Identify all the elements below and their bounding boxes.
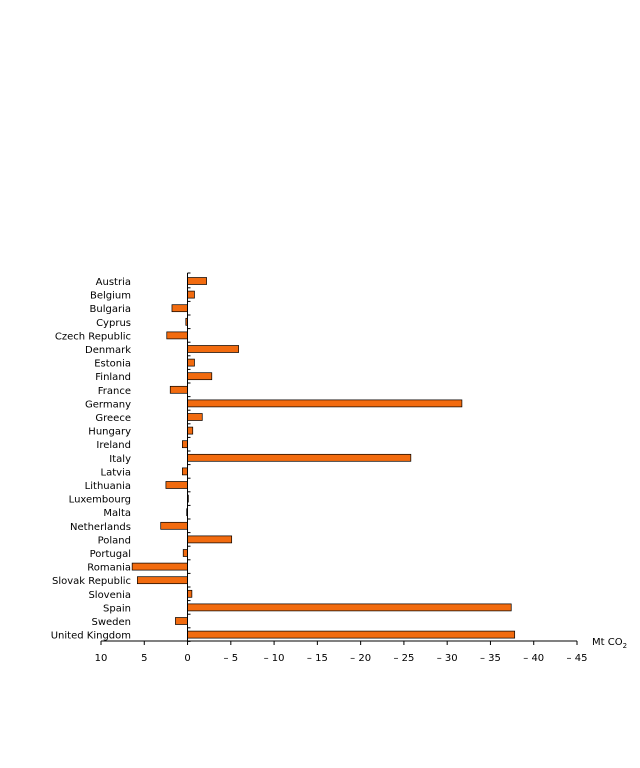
category-label-luxembourg: Luxembourg — [69, 495, 131, 506]
category-labels-group: Austria Belgium Bulgaria Cyprus Czech Republ… — [51, 277, 131, 642]
category-label-denmark: Denmark — [85, 345, 131, 356]
bar-spain — [187, 603, 512, 612]
category-label-malta: Malta — [103, 508, 131, 519]
x-tick-label: – 30 — [437, 653, 458, 664]
category-label-slovenia: Slovenia — [88, 590, 131, 601]
bar-latvia — [182, 467, 188, 476]
x-tick-label: – 15 — [307, 653, 328, 664]
bar-finland — [187, 372, 213, 381]
x-tick-label: – 10 — [264, 653, 285, 664]
x-tick-label: 5 — [141, 653, 147, 664]
category-label-hungary: Hungary — [88, 427, 131, 438]
bar-romania — [131, 562, 188, 571]
category-label-romania: Romania — [87, 563, 131, 574]
category-label-latvia: Latvia — [101, 467, 131, 478]
x-tick-label: – 5 — [224, 653, 239, 664]
category-label-sweden: Sweden — [91, 617, 131, 628]
category-label-belgium: Belgium — [90, 291, 131, 302]
x-axis-unit-main: Mt CO — [592, 637, 623, 648]
category-label-finland: Finland — [95, 372, 131, 383]
ticks-group: 10 5 0 – 5 – 10 – 15 – 20 – 25 – 30 – 35 – 40 – 45 — [95, 272, 588, 664]
bar-estonia — [187, 358, 195, 367]
bar-united-kingdom — [187, 630, 516, 639]
bar-italy — [187, 453, 412, 462]
bar-ireland — [182, 440, 188, 449]
x-axis-unit-label: Mt CO2 — [592, 637, 627, 650]
bar-portugal — [182, 549, 188, 557]
category-label-spain: Spain — [103, 603, 131, 614]
category-label-france: France — [98, 386, 131, 397]
category-label-czech-republic: Czech Republic — [55, 331, 131, 342]
bar-netherlands — [160, 521, 188, 530]
category-label-austria: Austria — [96, 277, 131, 288]
bar-poland — [187, 535, 233, 544]
bar-greece — [187, 413, 203, 421]
x-tick-label: – 35 — [480, 653, 501, 664]
bar-germany — [187, 399, 463, 408]
category-label-estonia: Estonia — [94, 359, 131, 370]
category-label-ireland: Ireland — [96, 440, 131, 451]
category-label-bulgaria: Bulgaria — [90, 304, 131, 315]
x-tick-label: 0 — [184, 653, 190, 664]
bar-sweden — [175, 617, 188, 625]
bars-group — [131, 277, 516, 639]
x-tick-label: – 40 — [523, 653, 544, 664]
bar-france — [169, 385, 188, 394]
category-label-cyprus: Cyprus — [96, 318, 131, 329]
bar-slovenia — [187, 589, 193, 598]
category-label-lithuania: Lithuania — [85, 481, 131, 492]
x-tick-label: 10 — [95, 653, 108, 664]
x-tick-label: – 20 — [350, 653, 371, 664]
bar-denmark — [187, 345, 239, 353]
category-label-italy: Italy — [109, 454, 131, 465]
bar-lithuania — [165, 481, 188, 489]
category-label-united-kingdom: United Kingdom — [51, 631, 131, 642]
x-tick-label: – 25 — [393, 653, 414, 664]
bar-hungary — [187, 426, 194, 435]
bar-austria — [187, 277, 207, 285]
category-label-greece: Greece — [95, 413, 131, 424]
bar-czech-republic — [166, 331, 188, 340]
category-label-germany: Germany — [85, 399, 131, 410]
bar-bulgaria — [171, 304, 188, 313]
category-label-slovak-republic: Slovak Republic — [52, 576, 131, 587]
bar-belgium — [187, 290, 195, 299]
category-label-portugal: Portugal — [90, 549, 131, 560]
x-tick-label: – 45 — [567, 653, 588, 664]
bar-slovak-republic — [136, 576, 188, 585]
category-label-poland: Poland — [98, 535, 131, 546]
x-axis-unit-subscript: 2 — [623, 642, 627, 650]
category-label-netherlands: Netherlands — [70, 522, 131, 533]
